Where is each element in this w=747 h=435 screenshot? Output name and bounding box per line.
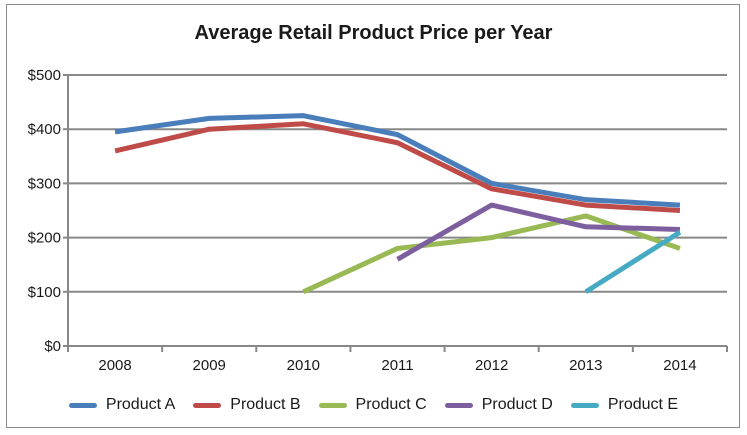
legend-swatch <box>570 402 599 408</box>
legend-item-product-d: Product D <box>444 396 553 414</box>
y-tick-label: $100 <box>28 284 61 301</box>
legend-label: Product D <box>481 396 553 413</box>
legend-item-product-b: Product B <box>193 396 301 414</box>
legend-swatch <box>68 402 97 408</box>
series-line-product-b <box>114 121 681 213</box>
series-lines <box>114 113 682 295</box>
legend-item-product-a: Product A <box>68 396 176 414</box>
x-tick-label: 2011 <box>381 357 413 374</box>
chart-title: Average Retail Product Price per Year <box>194 22 553 44</box>
x-axis-labels: 2008 2009 2010 2011 2012 2013 2014 <box>98 357 696 374</box>
x-tick-label: 2012 <box>475 357 508 374</box>
x-tick-label: 2013 <box>569 357 602 374</box>
series-line-product-d <box>396 202 681 262</box>
legend-swatch <box>318 402 347 408</box>
legend-label: Product A <box>105 396 176 413</box>
y-tick-label: $0 <box>44 338 61 355</box>
x-tick-label: 2014 <box>663 357 696 374</box>
legend-swatch <box>193 402 222 408</box>
series-line-product-a <box>114 113 681 208</box>
x-tick-label: 2010 <box>287 357 320 374</box>
y-tick-label: $400 <box>28 121 61 138</box>
legend-swatch <box>444 402 473 408</box>
legend-label: Product B <box>230 396 301 413</box>
gridlines <box>68 74 727 293</box>
legend-label: Product E <box>607 396 679 413</box>
legend: Product A Product B Product C Product D Prod… <box>0 396 747 414</box>
y-tick-label: $200 <box>28 230 61 247</box>
axes <box>63 74 728 352</box>
legend-item-product-e: Product E <box>570 396 679 414</box>
x-tick-label: 2008 <box>98 357 131 374</box>
legend-label: Product C <box>355 396 427 413</box>
series-line-product-e <box>584 230 682 294</box>
y-axis-labels: $0 $100 $200 $300 $400 $500 <box>28 67 61 355</box>
x-tick-label: 2009 <box>193 357 226 374</box>
legend-item-product-c: Product C <box>318 396 427 414</box>
y-tick-label: $500 <box>28 67 61 84</box>
y-tick-label: $300 <box>28 175 61 192</box>
